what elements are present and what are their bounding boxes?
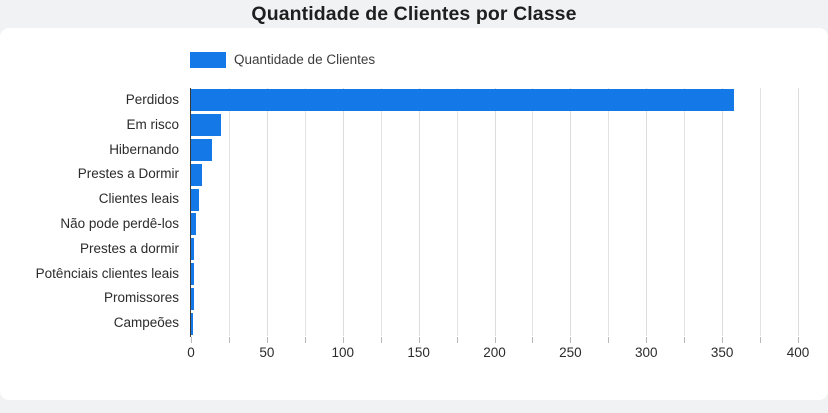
x-tick-mark xyxy=(380,337,382,343)
legend-label: Quantidade de Clientes xyxy=(234,52,376,67)
x-tick-mark xyxy=(798,337,799,343)
x-axis-ticks: 0 50 100 150 200 250 300 350 400 xyxy=(187,337,809,363)
y-axis-label: Não pode perdê-los xyxy=(60,216,179,231)
bar-row[interactable] xyxy=(191,187,798,212)
y-axis-label: Prestes a Dormir xyxy=(77,166,179,182)
bar[interactable] xyxy=(191,138,213,161)
bar[interactable] xyxy=(191,188,199,211)
gridline xyxy=(608,88,610,336)
plot-area xyxy=(191,88,799,336)
y-axis-label: Potênciais clientes leais xyxy=(35,265,179,281)
gridline xyxy=(418,88,420,336)
bar-row[interactable] xyxy=(191,237,798,262)
bar-row[interactable] xyxy=(191,212,798,237)
x-tick-label: 200 xyxy=(483,345,506,360)
bar[interactable] xyxy=(191,213,196,236)
x-tick-mark xyxy=(494,337,496,343)
bar[interactable] xyxy=(191,262,195,285)
bars-layer xyxy=(191,88,798,336)
x-tick-mark xyxy=(228,337,230,343)
bar[interactable] xyxy=(191,89,735,112)
gridline xyxy=(266,88,268,336)
gridline xyxy=(380,88,382,336)
y-axis-label: Perdidos xyxy=(125,92,179,107)
chart-title: Quantidade de Clientes por Classe xyxy=(251,3,577,25)
x-tick-label: 350 xyxy=(710,345,734,360)
x-tick-mark xyxy=(191,337,192,343)
bar-row[interactable] xyxy=(191,88,798,113)
y-axis-label: Em risco xyxy=(126,116,179,132)
gridline xyxy=(798,88,799,336)
x-tick-label: 400 xyxy=(786,345,810,360)
bar-row[interactable] xyxy=(191,262,798,287)
bar-row[interactable] xyxy=(191,311,798,336)
gridline xyxy=(228,88,230,336)
gridline xyxy=(722,88,724,336)
y-axis-label: Campeões xyxy=(113,315,179,331)
x-tick-mark xyxy=(760,337,762,343)
gridline xyxy=(532,88,534,336)
x-tick-label: 50 xyxy=(259,345,275,360)
y-axis-line xyxy=(190,88,192,337)
gridline xyxy=(456,88,458,336)
x-tick-label: 300 xyxy=(634,345,658,360)
x-tick-label: 100 xyxy=(331,345,355,360)
x-tick-mark xyxy=(532,337,534,343)
x-tick-mark xyxy=(646,337,648,343)
y-axis-label: Promissores xyxy=(103,290,179,306)
bar[interactable] xyxy=(191,114,222,137)
x-tick-mark xyxy=(608,337,610,343)
y-axis-label: Clientes leais xyxy=(98,191,179,207)
bar[interactable] xyxy=(191,163,202,186)
gridline xyxy=(494,88,496,336)
gridline xyxy=(760,88,762,336)
legend-swatch-icon xyxy=(190,52,226,68)
bar[interactable] xyxy=(191,238,195,261)
bar[interactable] xyxy=(191,312,193,335)
gridline xyxy=(570,88,572,336)
x-tick-mark xyxy=(684,337,686,343)
gridline xyxy=(304,88,306,336)
bar-row[interactable] xyxy=(191,286,798,311)
y-axis-category-labels: Perdidos Em risco Hibernando Prestes a Dorm… xyxy=(0,88,185,336)
gridline xyxy=(342,88,344,336)
y-axis-label: Hibernando xyxy=(109,141,179,157)
x-tick-label: 150 xyxy=(407,345,430,360)
x-tick-mark xyxy=(456,337,458,343)
x-tick-label: 250 xyxy=(559,345,582,360)
x-tick-mark xyxy=(342,337,344,343)
x-tick-label: 0 xyxy=(187,345,195,360)
x-tick-mark xyxy=(266,337,268,343)
chart-legend[interactable]: Quantidade de Clientes xyxy=(190,50,375,70)
x-tick-mark xyxy=(418,337,420,343)
y-axis-label: Prestes a dormir xyxy=(79,240,179,256)
x-tick-mark xyxy=(722,337,724,343)
bar-row[interactable] xyxy=(191,113,798,138)
gridline xyxy=(646,88,648,336)
bar[interactable] xyxy=(191,287,195,310)
gridline xyxy=(684,88,686,336)
x-tick-mark xyxy=(304,337,306,343)
bar-row[interactable] xyxy=(191,138,798,163)
x-tick-mark xyxy=(570,337,572,343)
bar-row[interactable] xyxy=(191,162,798,187)
